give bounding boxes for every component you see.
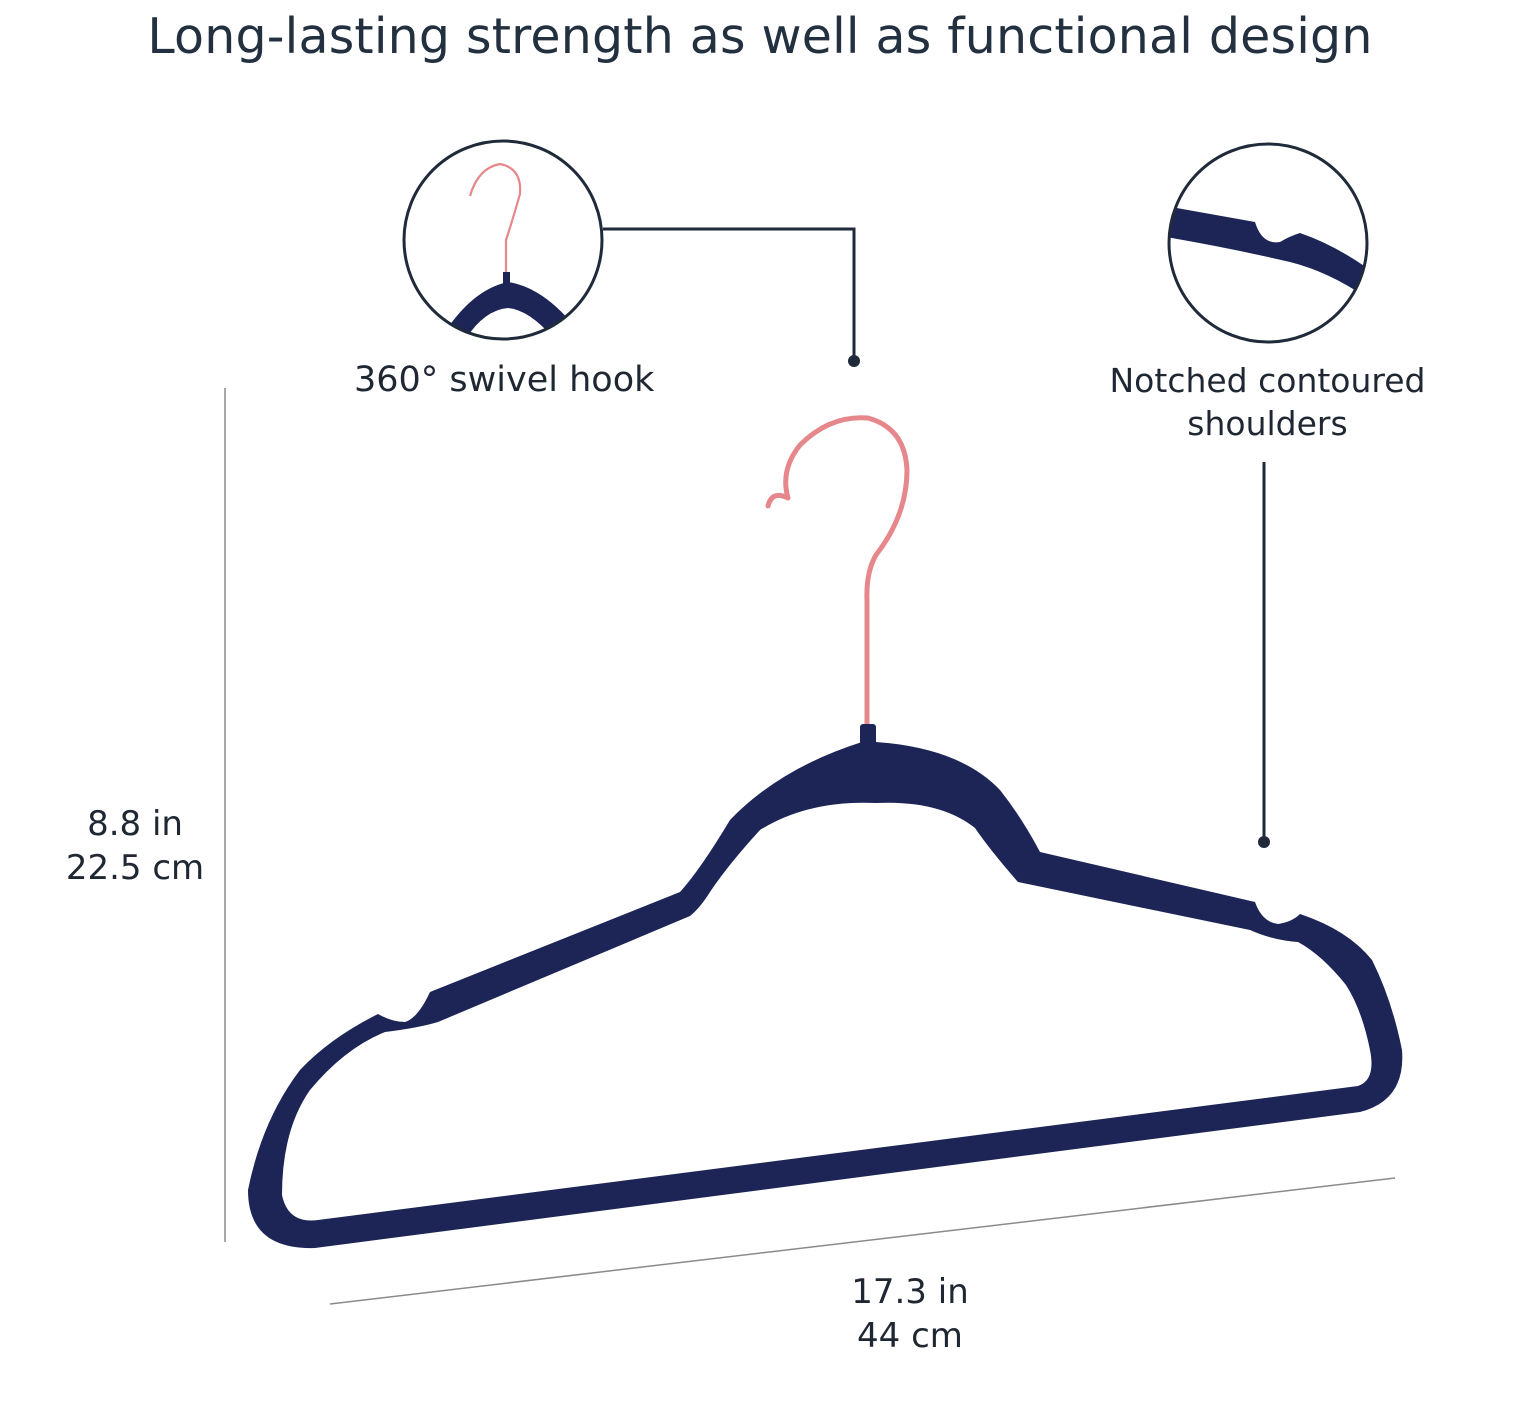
shoulder-detail-bar [1169,205,1367,300]
shoulder-leader-dot [1258,836,1270,848]
hook-detail-callout [402,139,604,341]
hook-leader-dot [848,355,860,367]
hook-detail-circle [402,139,604,341]
page-title: Long-lasting strength as well as functio… [147,8,1373,65]
hook-feature-label: 360° swivel hook [354,360,655,400]
width-imperial: 17.3 in [851,1272,969,1312]
shoulders-label-line1: Notched contoured [1109,361,1426,400]
hanger-hook-collar [860,724,876,746]
height-dimension-label: 8.8 in 22.5 cm [40,802,230,890]
height-imperial: 8.8 in [87,804,183,844]
shoulder-detail-callout [1167,142,1369,344]
shoulders-label-line2: shoulders [1187,403,1348,443]
width-dimension-label: 17.3 in 44 cm [810,1270,1010,1358]
hanger-hook-wire [765,415,910,731]
hook-leader-line [603,227,856,358]
shoulders-feature-label: Notched contoured shoulders [1100,360,1435,446]
hook-detail-collar [503,272,510,284]
width-metric: 44 cm [857,1316,963,1357]
height-metric: 22.5 cm [65,848,205,889]
hanger-body [248,742,1403,1249]
hook-detail-wire [468,162,522,282]
width-dimension-line [329,1177,1396,1305]
shoulder-detail-circle [1167,142,1369,344]
hook-detail-hanger-arc [440,282,585,339]
